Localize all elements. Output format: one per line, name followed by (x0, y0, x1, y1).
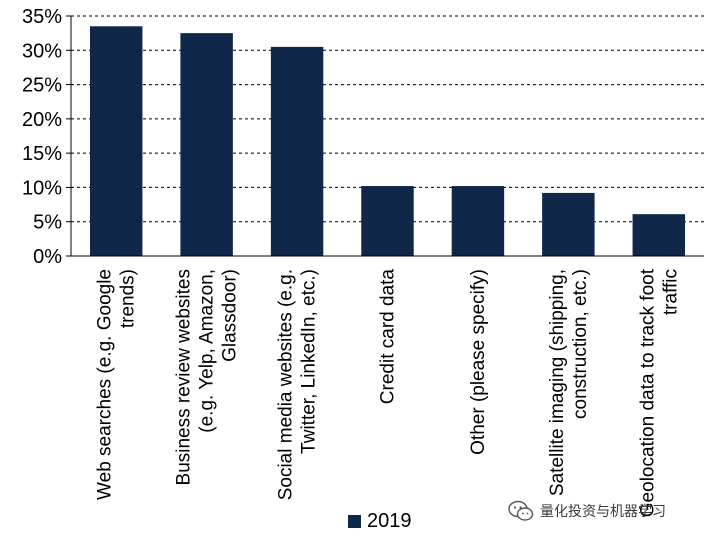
legend-swatch (348, 514, 361, 528)
y-tick-labels: 0% 5% 10% 15% 20% 25% 30% 35% (22, 6, 62, 268)
bar (180, 33, 233, 257)
category-label: Social media websites (e.g. Twitter, Link… (276, 269, 320, 500)
y-tick-label: 35% (22, 6, 62, 28)
category-label: Business review websites (e.g. Yelp, Amaz… (174, 269, 241, 485)
category-labels: Web searches (e.g. Google trends) Business… (95, 268, 682, 517)
category-label: Web searches (e.g. Google trends) (95, 269, 139, 500)
legend: 2019 (348, 509, 412, 533)
bar (361, 186, 414, 256)
watermark: 量化投资与机器学习 (508, 500, 666, 522)
y-tick-label: 10% (22, 177, 62, 199)
category-label: Satellite imaging (shipping, construction… (547, 269, 591, 496)
category-label: Other (please specify) (468, 269, 489, 455)
y-tick-label: 15% (22, 143, 62, 165)
axes (66, 15, 704, 257)
wechat-icon (508, 500, 534, 521)
bar (451, 186, 505, 256)
watermark-text: 量化投资与机器学习 (540, 504, 666, 520)
y-tick-label: 30% (22, 40, 62, 62)
category-label: Credit card data (378, 269, 399, 405)
bar (632, 214, 686, 256)
y-tick-label: 0% (33, 246, 62, 268)
bars (89, 26, 686, 257)
y-tick-label: 5% (33, 212, 62, 234)
y-tick-label: 25% (22, 75, 62, 97)
category-label: Geolocation data to track foot traffic (637, 268, 681, 517)
y-tick-label: 20% (22, 109, 62, 131)
bar (542, 192, 595, 256)
bar (89, 26, 143, 256)
legend-label: 2019 (367, 509, 412, 532)
bar (270, 46, 324, 256)
